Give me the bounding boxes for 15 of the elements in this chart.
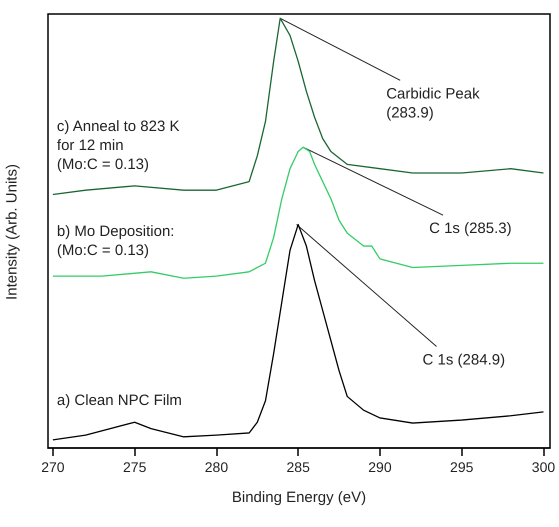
x-tick-label: 270 [41,459,65,475]
x-tick-label: 280 [204,459,228,475]
x-axis-title: Binding Energy (eV) [232,489,366,506]
x-tick-label: 275 [122,459,147,475]
series-label: c) Anneal to 823 K for 12 min (Mo:C = 0.13) [56,118,180,173]
annotation: C 1s (284.9) [422,352,506,369]
annotation: C 1s (285.3) [429,220,512,238]
annotation: Carbidic Peak (283.9) [386,85,480,122]
series-label: a) Clean NPC Film [56,392,182,410]
y-axis-title: Intensity (Arb. Units) [4,164,20,300]
x-tick-label: 290 [368,459,392,475]
x-tick-label: 285 [286,459,310,475]
x-tick-label: 295 [450,459,474,475]
x-tick-label: 300 [532,459,556,475]
series-label: b) Mo Deposition: (Mo:C = 0.13) [56,222,174,259]
